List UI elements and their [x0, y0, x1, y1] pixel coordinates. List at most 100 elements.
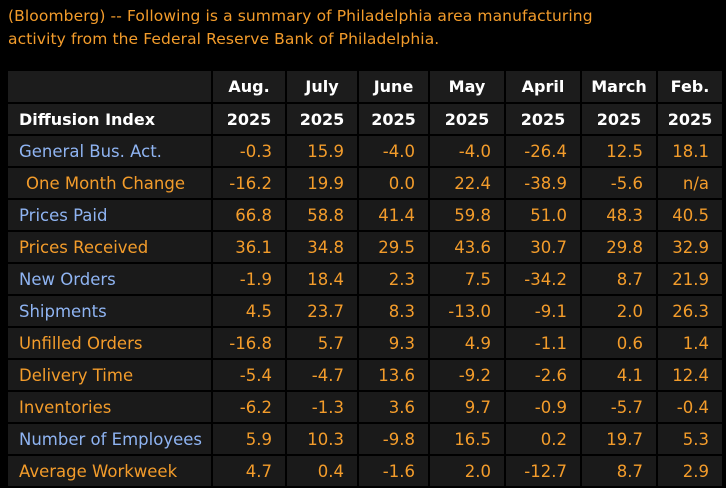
- table-row: Shipments 4.5 23.7 8.3 -13.0 -9.1 2.0 26.3: [8, 295, 722, 328]
- value-cell: -4.0: [429, 135, 506, 168]
- value-cell: 5.9: [212, 423, 287, 456]
- value-cell: -5.6: [581, 167, 658, 200]
- value-cell: 5.3: [657, 423, 722, 456]
- value-cell: 0.2: [505, 423, 582, 456]
- table-row: Inventories -6.2 -1.3 3.6 9.7 -0.9 -5.7 -0.4: [8, 391, 722, 424]
- table-row: Prices Received 36.1 34.8 29.5 43.6 30.7 29.8 3…: [8, 231, 722, 264]
- value-cell: 12.5: [581, 135, 658, 168]
- value-cell: 4.1: [581, 359, 658, 392]
- value-cell: 2.0: [581, 295, 658, 328]
- value-cell: 32.9: [657, 231, 722, 264]
- column-header-month: May: [429, 71, 506, 104]
- table-row: Unfilled Orders -16.8 5.7 9.3 4.9 -1.1 0.6 1.4: [8, 327, 722, 360]
- value-cell: -38.9: [505, 167, 582, 200]
- column-header-month: March: [581, 71, 658, 104]
- value-cell: 4.7: [212, 455, 287, 488]
- value-cell: 66.8: [212, 199, 287, 232]
- value-cell: -9.8: [358, 423, 430, 456]
- column-header-year: 2025: [358, 103, 430, 136]
- row-label: Prices Received: [8, 231, 213, 264]
- header-row-years: Diffusion Index 2025 2025 2025 2025 2025…: [8, 103, 722, 136]
- value-cell: n/a: [657, 167, 722, 200]
- value-cell: 18.1: [657, 135, 722, 168]
- table-row: One Month Change -16.2 19.9 0.0 22.4 -38.9 -5.…: [8, 167, 722, 200]
- value-cell: 8.7: [581, 263, 658, 296]
- value-cell: 7.5: [429, 263, 506, 296]
- value-cell: 48.3: [581, 199, 658, 232]
- value-cell: 18.4: [286, 263, 359, 296]
- value-cell: 30.7: [505, 231, 582, 264]
- table-row: General Bus. Act. -0.3 15.9 -4.0 -4.0 -26.4 12…: [8, 135, 722, 168]
- value-cell: 15.9: [286, 135, 359, 168]
- row-label[interactable]: New Orders: [8, 263, 213, 296]
- value-cell: 2.9: [657, 455, 722, 488]
- value-cell: 19.9: [286, 167, 359, 200]
- value-cell: -16.2: [212, 167, 287, 200]
- value-cell: 3.6: [358, 391, 430, 424]
- value-cell: -2.6: [505, 359, 582, 392]
- row-label[interactable]: Number of Employees: [8, 423, 213, 456]
- value-cell: -0.3: [212, 135, 287, 168]
- row-label: Delivery Time: [8, 359, 213, 392]
- value-cell: 59.8: [429, 199, 506, 232]
- value-cell: 36.1: [212, 231, 287, 264]
- table-row: Prices Paid 66.8 58.8 41.4 59.8 51.0 48.3 40.5: [8, 199, 722, 232]
- value-cell: 10.3: [286, 423, 359, 456]
- value-cell: 13.6: [358, 359, 430, 392]
- row-label[interactable]: Prices Paid: [8, 199, 213, 232]
- diffusion-index-label: Diffusion Index: [8, 103, 213, 136]
- column-header-year: 2025: [429, 103, 506, 136]
- value-cell: -1.6: [358, 455, 430, 488]
- value-cell: -4.7: [286, 359, 359, 392]
- row-label[interactable]: General Bus. Act.: [8, 135, 213, 168]
- row-label: Inventories: [8, 391, 213, 424]
- value-cell: 0.4: [286, 455, 359, 488]
- row-label[interactable]: Shipments: [8, 295, 213, 328]
- value-cell: -13.0: [429, 295, 506, 328]
- row-label: One Month Change: [8, 167, 213, 200]
- value-cell: 23.7: [286, 295, 359, 328]
- value-cell: 9.3: [358, 327, 430, 360]
- diffusion-index-table: Aug. July June May April March Feb. Diff…: [8, 71, 722, 488]
- value-cell: 43.6: [429, 231, 506, 264]
- value-cell: -4.0: [358, 135, 430, 168]
- column-header-month: July: [286, 71, 359, 104]
- value-cell: -6.2: [212, 391, 287, 424]
- value-cell: 4.5: [212, 295, 287, 328]
- column-header-month: June: [358, 71, 430, 104]
- value-cell: 9.7: [429, 391, 506, 424]
- value-cell: -1.3: [286, 391, 359, 424]
- column-header-year: 2025: [581, 103, 658, 136]
- value-cell: 2.0: [429, 455, 506, 488]
- value-cell: 29.8: [581, 231, 658, 264]
- value-cell: 8.3: [358, 295, 430, 328]
- value-cell: -5.4: [212, 359, 287, 392]
- intro-line-2: activity from the Federal Reserve Bank o…: [8, 30, 440, 48]
- value-cell: 5.7: [286, 327, 359, 360]
- value-cell: 40.5: [657, 199, 722, 232]
- value-cell: -1.9: [212, 263, 287, 296]
- header-row-months: Aug. July June May April March Feb.: [8, 71, 722, 104]
- column-header-year: 2025: [505, 103, 582, 136]
- column-header-month: Aug.: [212, 71, 287, 104]
- value-cell: 29.5: [358, 231, 430, 264]
- intro-line-1: (Bloomberg) -- Following is a summary of…: [8, 7, 593, 25]
- value-cell: -34.2: [505, 263, 582, 296]
- value-cell: 26.3: [657, 295, 722, 328]
- column-header-year: 2025: [657, 103, 722, 136]
- column-header-year: 2025: [286, 103, 359, 136]
- value-cell: 58.8: [286, 199, 359, 232]
- value-cell: 12.4: [657, 359, 722, 392]
- value-cell: 0.0: [358, 167, 430, 200]
- value-cell: 41.4: [358, 199, 430, 232]
- news-intro: (Bloomberg) -- Following is a summary of…: [8, 5, 708, 51]
- row-label: Unfilled Orders: [8, 327, 213, 360]
- value-cell: -0.9: [505, 391, 582, 424]
- value-cell: -1.1: [505, 327, 582, 360]
- value-cell: 51.0: [505, 199, 582, 232]
- table-row: Delivery Time -5.4 -4.7 13.6 -9.2 -2.6 4.1 12.4: [8, 359, 722, 392]
- value-cell: 8.7: [581, 455, 658, 488]
- value-cell: -5.7: [581, 391, 658, 424]
- value-cell: -26.4: [505, 135, 582, 168]
- value-cell: -9.1: [505, 295, 582, 328]
